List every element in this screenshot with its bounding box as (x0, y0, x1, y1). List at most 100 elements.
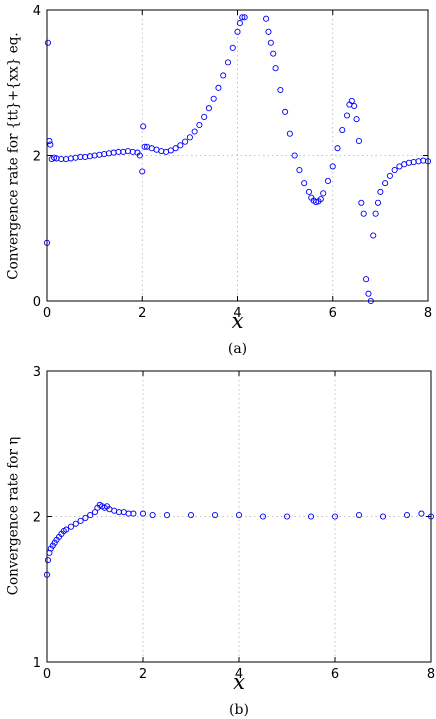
panel-b-ylabel: Convergence rate for η (6, 437, 22, 596)
panel-b-ytick-label: 1 (33, 656, 41, 671)
panel-b-point (72, 520, 79, 527)
panel-a-point (239, 14, 246, 21)
panel-b-point (77, 517, 84, 524)
panel-b-point (331, 513, 339, 520)
panel-a-point (47, 141, 54, 148)
panel-a-point (317, 196, 324, 203)
panel-b-xtick-label: 0 (43, 667, 51, 682)
panel-a-xtick-label: 8 (424, 306, 432, 321)
panel-b-xtick-label: 2 (139, 667, 147, 682)
panel-a-xtick-label: 0 (43, 306, 51, 321)
panel-a-point (136, 152, 143, 159)
panel-b-caption: (b) (229, 702, 249, 718)
panel-a-xtick-label: 4 (233, 306, 241, 321)
panel-a-point (172, 145, 179, 152)
panel-b-ytick-label: 2 (33, 511, 41, 526)
panel-b-point (163, 511, 171, 519)
panel-a-point (365, 290, 372, 297)
panel-b-point (379, 513, 387, 520)
panel-a-point (205, 105, 212, 112)
panel-b-xtick-label: 4 (235, 667, 243, 682)
panel-b-point (44, 557, 52, 564)
panel-a-xlabel: x (232, 309, 244, 333)
panel-b-point (149, 511, 156, 519)
panel-b-point (418, 510, 425, 517)
panel-a-point (141, 143, 148, 150)
panel-a-point (351, 102, 358, 110)
panel-a-point (363, 276, 370, 283)
panel-a-point (358, 199, 365, 206)
panel-a-point (324, 177, 332, 185)
panel-b-point (139, 510, 147, 517)
panel-a-point (329, 163, 336, 170)
panel-a-point (301, 180, 308, 187)
panel-a-point (263, 15, 270, 22)
panel-a-point (277, 86, 284, 94)
panel-b-point (259, 513, 267, 520)
panel-a-point (46, 137, 53, 144)
panel-b-xlabel: x (233, 670, 245, 694)
panel-b-point (283, 513, 291, 520)
panel-b-xtick-label: 8 (427, 667, 435, 682)
panel-b-point (187, 511, 195, 519)
panel-b-frame (46, 370, 432, 663)
panel-a-point (334, 145, 341, 152)
panel-a-point (386, 172, 393, 179)
panel-a-point (355, 137, 362, 144)
panel-a-point (186, 134, 193, 141)
panel-a-chart: 0 2 4 6 8 0 2 4 Convergence rate for {tt}+{xx} … (6, 4, 433, 357)
panel-b-point (67, 523, 75, 530)
panel-a-frame (46, 9, 429, 302)
panel-a-point (191, 128, 198, 135)
panel-a-ytick-label: 4 (33, 4, 41, 19)
panel-b-point (235, 511, 243, 519)
panel-b-point (307, 513, 315, 520)
panel-b-point (130, 510, 137, 517)
panel-a-point (229, 44, 236, 51)
panel-a-point (348, 97, 355, 104)
panel-b-series (43, 501, 435, 578)
panel-a-ylabel: Convergence rate for {tt}+{xx} eq. (6, 32, 22, 279)
panel-b-chart: 0 2 4 6 8 1 2 3 Convergence rate for η x (b) (6, 365, 436, 718)
panel-a-point (353, 116, 360, 123)
panel-a-point (196, 121, 203, 128)
panel-b-point (82, 514, 89, 522)
panel-a-point (291, 152, 298, 159)
panel-a-caption: (a) (228, 341, 247, 357)
panel-a-point (215, 84, 222, 91)
panel-a-point (374, 199, 382, 206)
panel-b-point (355, 511, 363, 519)
panel-a-point (343, 112, 351, 119)
panel-a-ytick-label: 2 (33, 150, 41, 165)
panel-a-point (272, 65, 279, 72)
panel-a-ytick-label: 0 (33, 295, 41, 310)
panel-a-point (286, 130, 293, 137)
panel-a-point (182, 138, 189, 145)
panel-a-point (282, 108, 289, 115)
panel-b-point (63, 526, 70, 533)
panel-b-xtick-label: 6 (331, 667, 339, 682)
panel-a-xtick-label: 2 (138, 306, 146, 321)
panel-a-point (296, 166, 303, 174)
panel-a-point (267, 39, 274, 46)
panel-a-point (270, 50, 277, 57)
panel-a-point (360, 210, 367, 217)
panel-a-point (236, 20, 243, 27)
panel-b-point (87, 511, 94, 519)
panel-a-point (241, 14, 248, 21)
panel-a-point (305, 188, 312, 195)
panel-a-point (339, 126, 346, 134)
panel-a-point (139, 168, 146, 175)
panel-a-point (140, 123, 147, 130)
panel-a-point (391, 166, 398, 174)
panel-a-point (382, 180, 389, 187)
panel-a-point (201, 113, 208, 120)
panel-a-point (220, 72, 227, 79)
panel-a-point (44, 39, 52, 46)
panel-a-point (167, 147, 174, 154)
panel-a-point (320, 190, 327, 197)
panel-a-point (396, 163, 403, 170)
panel-a-point (234, 28, 241, 35)
panel-a-point (370, 232, 377, 239)
